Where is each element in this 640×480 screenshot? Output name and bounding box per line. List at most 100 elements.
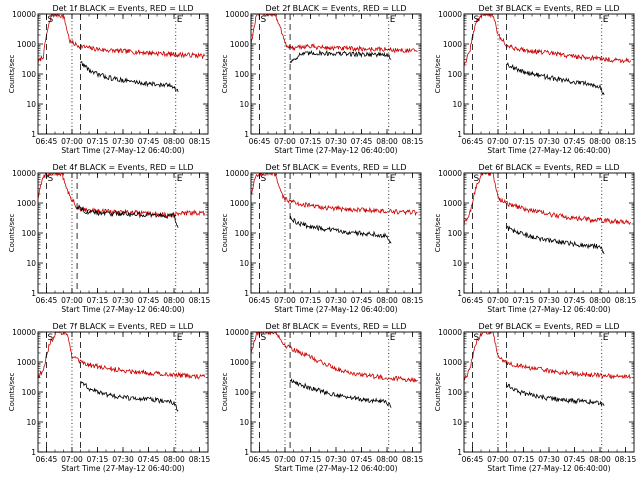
y-axis-label: Counts/sec (221, 214, 229, 253)
marker-label: S (473, 333, 479, 343)
marker-label: E (603, 15, 609, 25)
x-tick-label: 07:45 (138, 296, 160, 305)
x-axis-label: Start Time (27-May-12 06:40:00) (61, 464, 184, 473)
x-tick-label: 07:45 (138, 455, 160, 464)
x-tick-label: 08:15 (615, 137, 637, 146)
plot-area (251, 332, 418, 408)
x-tick-label: 07:15 (513, 455, 535, 464)
series-line-lld (38, 173, 206, 219)
series-line-lld (464, 14, 631, 66)
x-axis-label: Start Time (27-May-12 06:40:00) (487, 464, 610, 473)
x-tick-label: 08:00 (589, 455, 611, 464)
y-axis-label: Counts/sec (434, 373, 442, 412)
x-tick-label: 08:15 (189, 455, 211, 464)
x-axis-label: Start Time (27-May-12 06:40:00) (274, 305, 397, 314)
chart-panel: Det 5f BLACK = Events, RED = LLD 1 10 100 10… (221, 163, 424, 314)
x-tick-label: 07:15 (513, 296, 535, 305)
x-tick-label: 08:00 (163, 137, 185, 146)
x-axis-label: Start Time (27-May-12 06:40:00) (61, 146, 184, 155)
plot-frame (37, 13, 209, 135)
y-tick-label: 100 (22, 70, 37, 79)
marker-label: S (47, 174, 53, 184)
plot-area (251, 14, 418, 64)
x-tick-label: 08:00 (376, 296, 398, 305)
x-tick-label: 07:00 (487, 137, 509, 146)
x-tick-label: 08:15 (615, 296, 637, 305)
x-tick-label: 08:15 (402, 296, 424, 305)
x-tick-label: 06:45 (462, 296, 484, 305)
x-tick-label: 07:15 (87, 137, 109, 146)
y-axis-label: Counts/sec (434, 214, 442, 253)
plot-area (251, 173, 418, 244)
marker-label: S (473, 15, 479, 25)
y-axis-label: Counts/sec (221, 55, 229, 94)
series-line-events (289, 215, 392, 244)
chart-panel: Det 3f BLACK = Events, RED = LLD 1 10 100 10… (434, 4, 637, 155)
y-tick-label: 1 (457, 448, 462, 457)
series-line-lld (38, 14, 205, 64)
x-tick-label: 08:00 (163, 296, 185, 305)
plot-area (38, 14, 205, 93)
series-line-events (506, 225, 605, 255)
marker-label: E (603, 333, 609, 343)
y-tick-label: 100 (22, 229, 37, 238)
plot-area (38, 173, 206, 228)
y-tick-label: 1 (244, 289, 249, 298)
x-tick-label: 07:45 (138, 137, 160, 146)
chart-panel: Det 8f BLACK = Events, RED = LLD 1 10 100 10… (221, 322, 424, 473)
series-line-events (80, 380, 179, 412)
chart-panel: Det 7f BLACK = Events, RED = LLD 1 10 100 10… (8, 322, 211, 473)
y-tick-label: 1 (31, 289, 36, 298)
y-tick-label: 1 (457, 130, 462, 139)
x-tick-label: 07:00 (487, 455, 509, 464)
x-tick-label: 08:00 (376, 137, 398, 146)
y-tick-label: 10000 (438, 169, 462, 178)
chart-title: Det 3f BLACK = Events, RED = LLD (478, 4, 619, 13)
y-tick-label: 10 (452, 100, 462, 109)
series-line-lld (251, 173, 418, 217)
plot-frame (250, 331, 422, 453)
y-tick-label: 100 (235, 388, 250, 397)
x-axis-label: Start Time (27-May-12 06:40:00) (274, 464, 397, 473)
plot-frame (463, 13, 635, 135)
y-tick-label: 1 (244, 448, 249, 457)
x-tick-label: 08:15 (402, 455, 424, 464)
x-tick-label: 08:15 (615, 455, 637, 464)
y-tick-label: 1000 (443, 40, 462, 49)
x-tick-label: 06:45 (462, 137, 484, 146)
x-tick-label: 07:45 (351, 455, 373, 464)
chart-title: Det 5f BLACK = Events, RED = LLD (265, 163, 406, 172)
x-tick-label: 08:15 (189, 137, 211, 146)
y-tick-label: 10 (452, 418, 462, 427)
y-tick-label: 100 (22, 388, 37, 397)
x-tick-label: 07:45 (564, 296, 586, 305)
x-tick-label: 08:00 (589, 137, 611, 146)
x-tick-label: 07:15 (87, 296, 109, 305)
x-tick-label: 07:00 (274, 137, 296, 146)
x-tick-label: 06:45 (249, 296, 271, 305)
marker-label: E (177, 15, 183, 25)
marker-label: S (47, 15, 53, 25)
x-tick-label: 07:15 (87, 455, 109, 464)
y-tick-label: 10 (26, 100, 36, 109)
x-tick-label: 07:45 (351, 296, 373, 305)
series-line-events (506, 383, 605, 407)
x-tick-label: 07:30 (112, 455, 134, 464)
chart-title: Det 1f BLACK = Events, RED = LLD (52, 4, 193, 13)
plot-frame (250, 172, 422, 294)
chart-title: Det 4f BLACK = Events, RED = LLD (52, 163, 193, 172)
x-axis-label: Start Time (27-May-12 06:40:00) (487, 146, 610, 155)
chart-panel: Det 1f BLACK = Events, RED = LLD 1 10 100 10… (8, 4, 211, 155)
series-line-lld (251, 332, 418, 383)
marker-label: S (260, 15, 266, 25)
x-tick-label: 07:30 (325, 296, 347, 305)
marker-label: S (260, 333, 266, 343)
y-tick-label: 10 (239, 100, 249, 109)
x-tick-label: 06:45 (36, 137, 58, 146)
y-tick-label: 100 (448, 70, 463, 79)
x-tick-label: 08:00 (163, 455, 185, 464)
y-tick-label: 10 (239, 259, 249, 268)
y-axis-label: Counts/sec (221, 373, 229, 412)
chart-title: Det 9f BLACK = Events, RED = LLD (478, 322, 619, 331)
